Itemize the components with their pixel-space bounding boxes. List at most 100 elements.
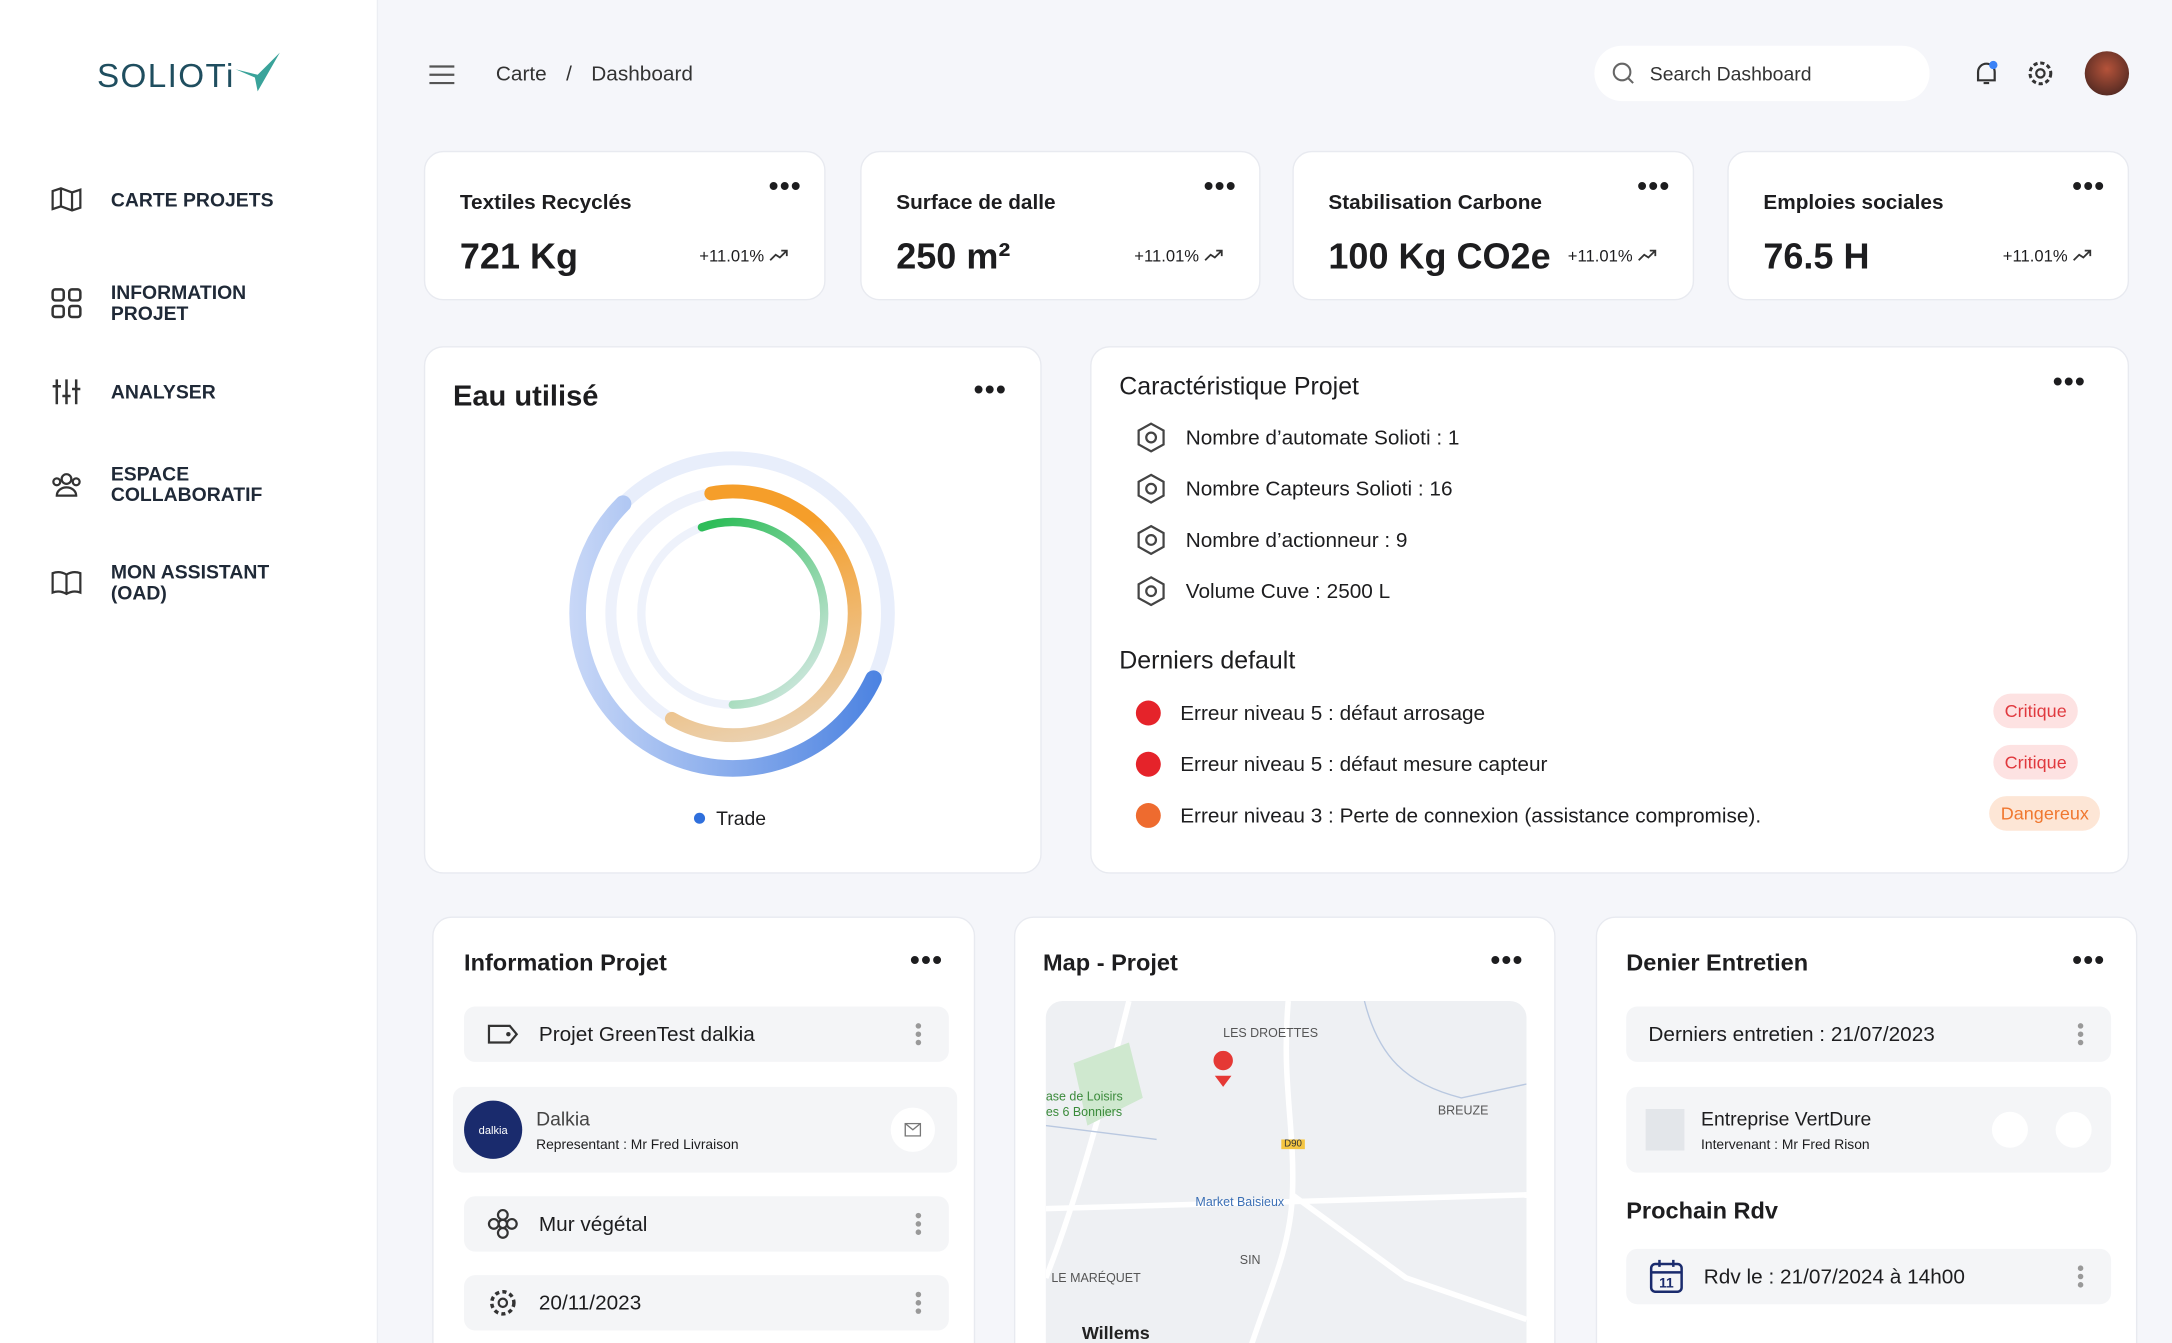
- stat-label: Emploies sociales: [1763, 191, 1944, 215]
- stat-value: 100 Kg CO2e: [1328, 235, 1551, 277]
- breadcrumb-sep: /: [566, 62, 572, 86]
- legend-label: Trade: [716, 807, 767, 830]
- more[interactable]: •••: [2072, 945, 2106, 977]
- card-title: Caractéristique Projet: [1119, 372, 1359, 401]
- map-label: ase de Loisirs: [1045, 1089, 1123, 1104]
- characteristics-card: Caractéristique Projet ••• Derniers defa…: [1090, 346, 2130, 874]
- more[interactable]: •••: [1490, 945, 1524, 977]
- date-row[interactable]: 20/11/2023: [464, 1275, 949, 1331]
- avatar[interactable]: [2084, 51, 2130, 96]
- menu-toggle[interactable]: [428, 64, 456, 86]
- company-logo: dalkia: [464, 1100, 523, 1159]
- hex-icon: [1137, 473, 1165, 504]
- last-maintenance-text: Derniers entretien : 21/07/2023: [1648, 1022, 1935, 1046]
- next-appointment[interactable]: 11 Rdv le : 21/07/2024 à 14h00: [1626, 1248, 2112, 1305]
- map-roads: [1045, 1000, 1527, 1343]
- breadcrumb-item[interactable]: Carte: [495, 62, 547, 86]
- project-date: 20/11/2023: [538, 1291, 642, 1315]
- worker-photo: [1645, 1108, 1685, 1151]
- map-label: BREUZE: [1437, 1103, 1489, 1118]
- project-row[interactable]: Projet GreenTest dalkia: [464, 1006, 949, 1062]
- menu-label[interactable]: ANALYSER: [110, 380, 216, 403]
- project-type: Mur végétal: [538, 1212, 648, 1236]
- more[interactable]: •••: [2052, 366, 2087, 398]
- menu-item[interactable]: INFORMATION PROJET: [50, 282, 277, 324]
- map-label: Market Baisieux: [1195, 1194, 1285, 1209]
- section-title: Derniers default: [1119, 646, 1296, 675]
- map[interactable]: LES DROETTES BREUZE ase de Loisirs es 6 Bon…: [1045, 1000, 1527, 1343]
- more[interactable]: •••: [768, 171, 803, 203]
- severity-badge: Critique: [1993, 693, 2078, 729]
- characteristic-row: Nombre d’actionneur : 9: [1136, 524, 1408, 556]
- stat-change: +11.01%: [2003, 246, 2092, 266]
- hex-icon: [1137, 422, 1165, 453]
- info-card: Information Projet ••• Projet GreenTest …: [432, 916, 976, 1343]
- logo: SOLIOTi: [96, 58, 235, 96]
- stat-label: Surface de dalle: [896, 191, 1056, 215]
- stat-card: Surface de dalle 250 m² +11.01% •••: [860, 150, 1261, 301]
- donut: [569, 449, 897, 777]
- characteristic-text: Nombre d’actionneur : 9: [1185, 528, 1408, 552]
- default-row: Erreur niveau 5 : défaut arrosage: [1135, 700, 1486, 726]
- stat-value: 721 Kg: [459, 235, 578, 277]
- legend: Trade: [693, 807, 767, 830]
- trend-icon: [2073, 249, 2092, 261]
- next-appointment-text: Rdv le : 21/07/2024 à 14h00: [1703, 1264, 1965, 1289]
- default-text: Erreur niveau 5 : défaut arrosage: [1180, 701, 1486, 725]
- stat-label: Textiles Recyclés: [459, 191, 632, 215]
- stat-label: Stabilisation Carbone: [1328, 191, 1543, 215]
- search-placeholder[interactable]: Search Dashboard: [1649, 62, 1812, 85]
- characteristic-row: Nombre d’automate Solioti : 1: [1136, 422, 1459, 453]
- characteristic-text: Nombre Capteurs Solioti : 16: [1185, 476, 1453, 501]
- hex-icon: [1137, 524, 1165, 556]
- call-button[interactable]: [2055, 1111, 2092, 1148]
- last-maintenance[interactable]: Derniers entretien : 21/07/2023: [1626, 1006, 2112, 1062]
- settings[interactable]: [2027, 60, 2055, 88]
- stat-card: Stabilisation Carbone 100 Kg CO2e +11.01% …: [1292, 150, 1695, 301]
- more[interactable]: •••: [973, 375, 1008, 406]
- menu-label[interactable]: INFORMATION PROJET: [110, 281, 247, 324]
- search-box[interactable]: Search Dashboard: [1594, 45, 1930, 102]
- menu-item[interactable]: ANALYSER: [50, 377, 216, 407]
- menu-item[interactable]: MON ASSISTANT (OAD): [50, 560, 277, 604]
- logo-bird: [235, 52, 280, 92]
- stat-change: +11.01%: [699, 246, 788, 266]
- trend-icon: [769, 249, 788, 261]
- menu-item[interactable]: ESPACE COLLABORATIF: [50, 462, 277, 506]
- mail-button[interactable]: [890, 1107, 936, 1152]
- representative: Representant : Mr Fred Livraison: [536, 1137, 739, 1153]
- more[interactable]: •••: [1203, 171, 1237, 203]
- mail-button[interactable]: [1991, 1111, 2028, 1148]
- card-title: Eau utilisé: [452, 380, 599, 413]
- stat-card: Emploies sociales 76.5 H +11.01% •••: [1727, 150, 2130, 301]
- menu-item[interactable]: CARTE PROJETS: [50, 186, 274, 214]
- company-name: Dalkia: [536, 1106, 590, 1130]
- map-label: SIN: [1239, 1252, 1261, 1267]
- more[interactable]: •••: [1637, 171, 1671, 203]
- sidebar: SOLIOTi CARTE PROJETS INFORMATION PROJET…: [0, 0, 379, 1343]
- menu-label[interactable]: CARTE PROJETS: [110, 187, 274, 210]
- severity-dot: [1135, 751, 1161, 777]
- card-title: Information Projet: [464, 949, 667, 977]
- default-row: Erreur niveau 5 : défaut mesure capteur: [1135, 751, 1547, 777]
- stat-change: +11.01%: [1134, 246, 1223, 266]
- more[interactable]: •••: [910, 945, 944, 977]
- trend-icon: [1204, 249, 1223, 261]
- default-text: Erreur niveau 3 : Perte de connexion (as…: [1180, 803, 1762, 828]
- breadcrumb: Carte / Dashboard: [496, 62, 693, 86]
- company-row: dalkia Dalkia Representant : Mr Fred Livr…: [452, 1086, 958, 1173]
- map-label: LE MARÉQUET: [1051, 1270, 1141, 1285]
- trend-icon: [1638, 249, 1657, 261]
- stat-change: +11.01%: [1568, 246, 1657, 266]
- characteristic-row: Nombre Capteurs Solioti : 16: [1136, 473, 1453, 504]
- menu-label[interactable]: MON ASSISTANT (OAD): [110, 560, 270, 604]
- severity-dot: [1135, 803, 1161, 828]
- company-name: Entreprise VertDure: [1701, 1106, 1872, 1130]
- menu-label[interactable]: ESPACE COLLABORATIF: [110, 462, 263, 506]
- stat-value: 250 m²: [896, 235, 1011, 277]
- notifications[interactable]: [1973, 60, 2001, 88]
- severity-dot: [1135, 700, 1161, 726]
- type-row[interactable]: Mur végétal: [464, 1196, 949, 1252]
- card-title: Denier Entretien: [1626, 949, 1809, 977]
- more[interactable]: •••: [2072, 171, 2106, 203]
